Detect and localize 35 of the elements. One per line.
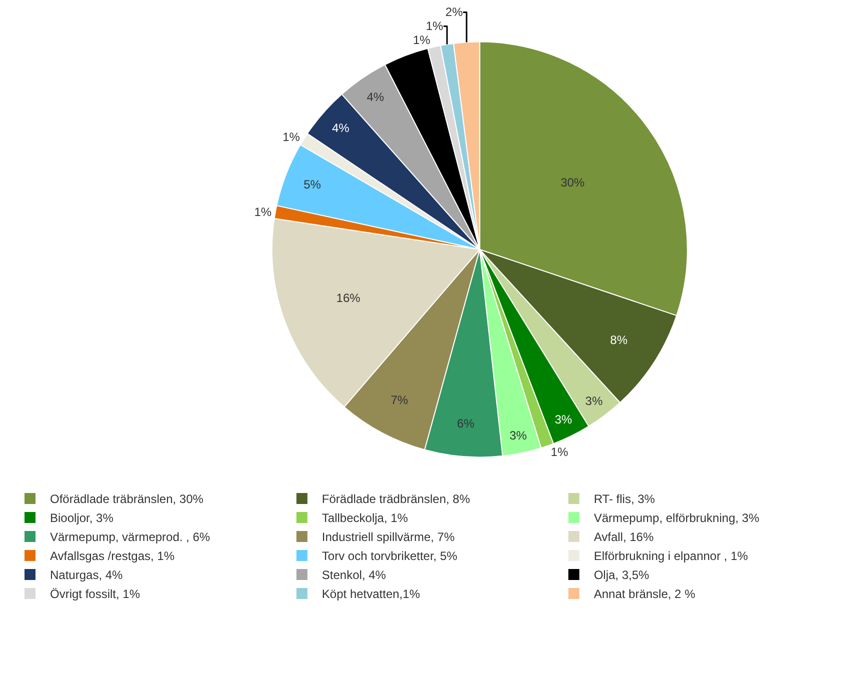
- legend-label: RT- flis, 3%: [594, 492, 656, 506]
- legend-label: Naturgas, 4%: [50, 568, 124, 582]
- legend-label: Oförädlade träbränslen, 30%: [50, 492, 204, 506]
- data-label: 8%: [610, 333, 628, 348]
- data-label: 1%: [426, 19, 444, 34]
- legend-label: Övrigt fossilt, 1%: [50, 587, 140, 602]
- data-label: 5%: [304, 177, 322, 192]
- data-label: 4%: [366, 90, 384, 104]
- legend-label: Tallbeckolja, 1%: [322, 511, 408, 526]
- data-label: 1%: [254, 204, 272, 219]
- data-label: 3%: [585, 394, 603, 408]
- legend-label: Förädlade trädbränslen, 8%: [322, 492, 470, 506]
- data-label: 2%: [445, 5, 464, 20]
- data-label: 7%: [390, 392, 408, 407]
- data-label: 6%: [457, 416, 475, 431]
- legend-label: Biooljor, 3%: [50, 511, 114, 526]
- legend-label: Värmepump, värmeprod. , 6%: [50, 530, 210, 544]
- data-label: 30%: [560, 176, 585, 190]
- data-label: 3%: [510, 428, 528, 442]
- legend-label: Torv och torvbriketter, 5%: [322, 549, 458, 564]
- legend-label: Avfallsgas /restgas, 1%: [50, 549, 175, 564]
- legend-label: Stenkol, 4%: [322, 568, 386, 582]
- data-label: 1%: [412, 33, 431, 48]
- legend-label: Olja, 3,5%: [594, 568, 650, 582]
- legend-label: Industriell spillvärme, 7%: [322, 530, 455, 544]
- data-label: 3%: [554, 412, 572, 427]
- data-label: 4%: [332, 121, 350, 136]
- legend-label: Köpt hetvatten,1%: [322, 587, 420, 602]
- legend-label: Elförbrukning i elpannor , 1%: [594, 549, 748, 564]
- legend-label: Annat bränsle, 2 %: [594, 587, 696, 602]
- data-label: 16%: [336, 291, 361, 306]
- legend-label: Avfall, 16%: [594, 530, 654, 544]
- legend-label: Värmepump, elförbrukning, 3%: [594, 511, 760, 526]
- data-label: 1%: [282, 130, 300, 144]
- data-label: 1%: [550, 445, 568, 460]
